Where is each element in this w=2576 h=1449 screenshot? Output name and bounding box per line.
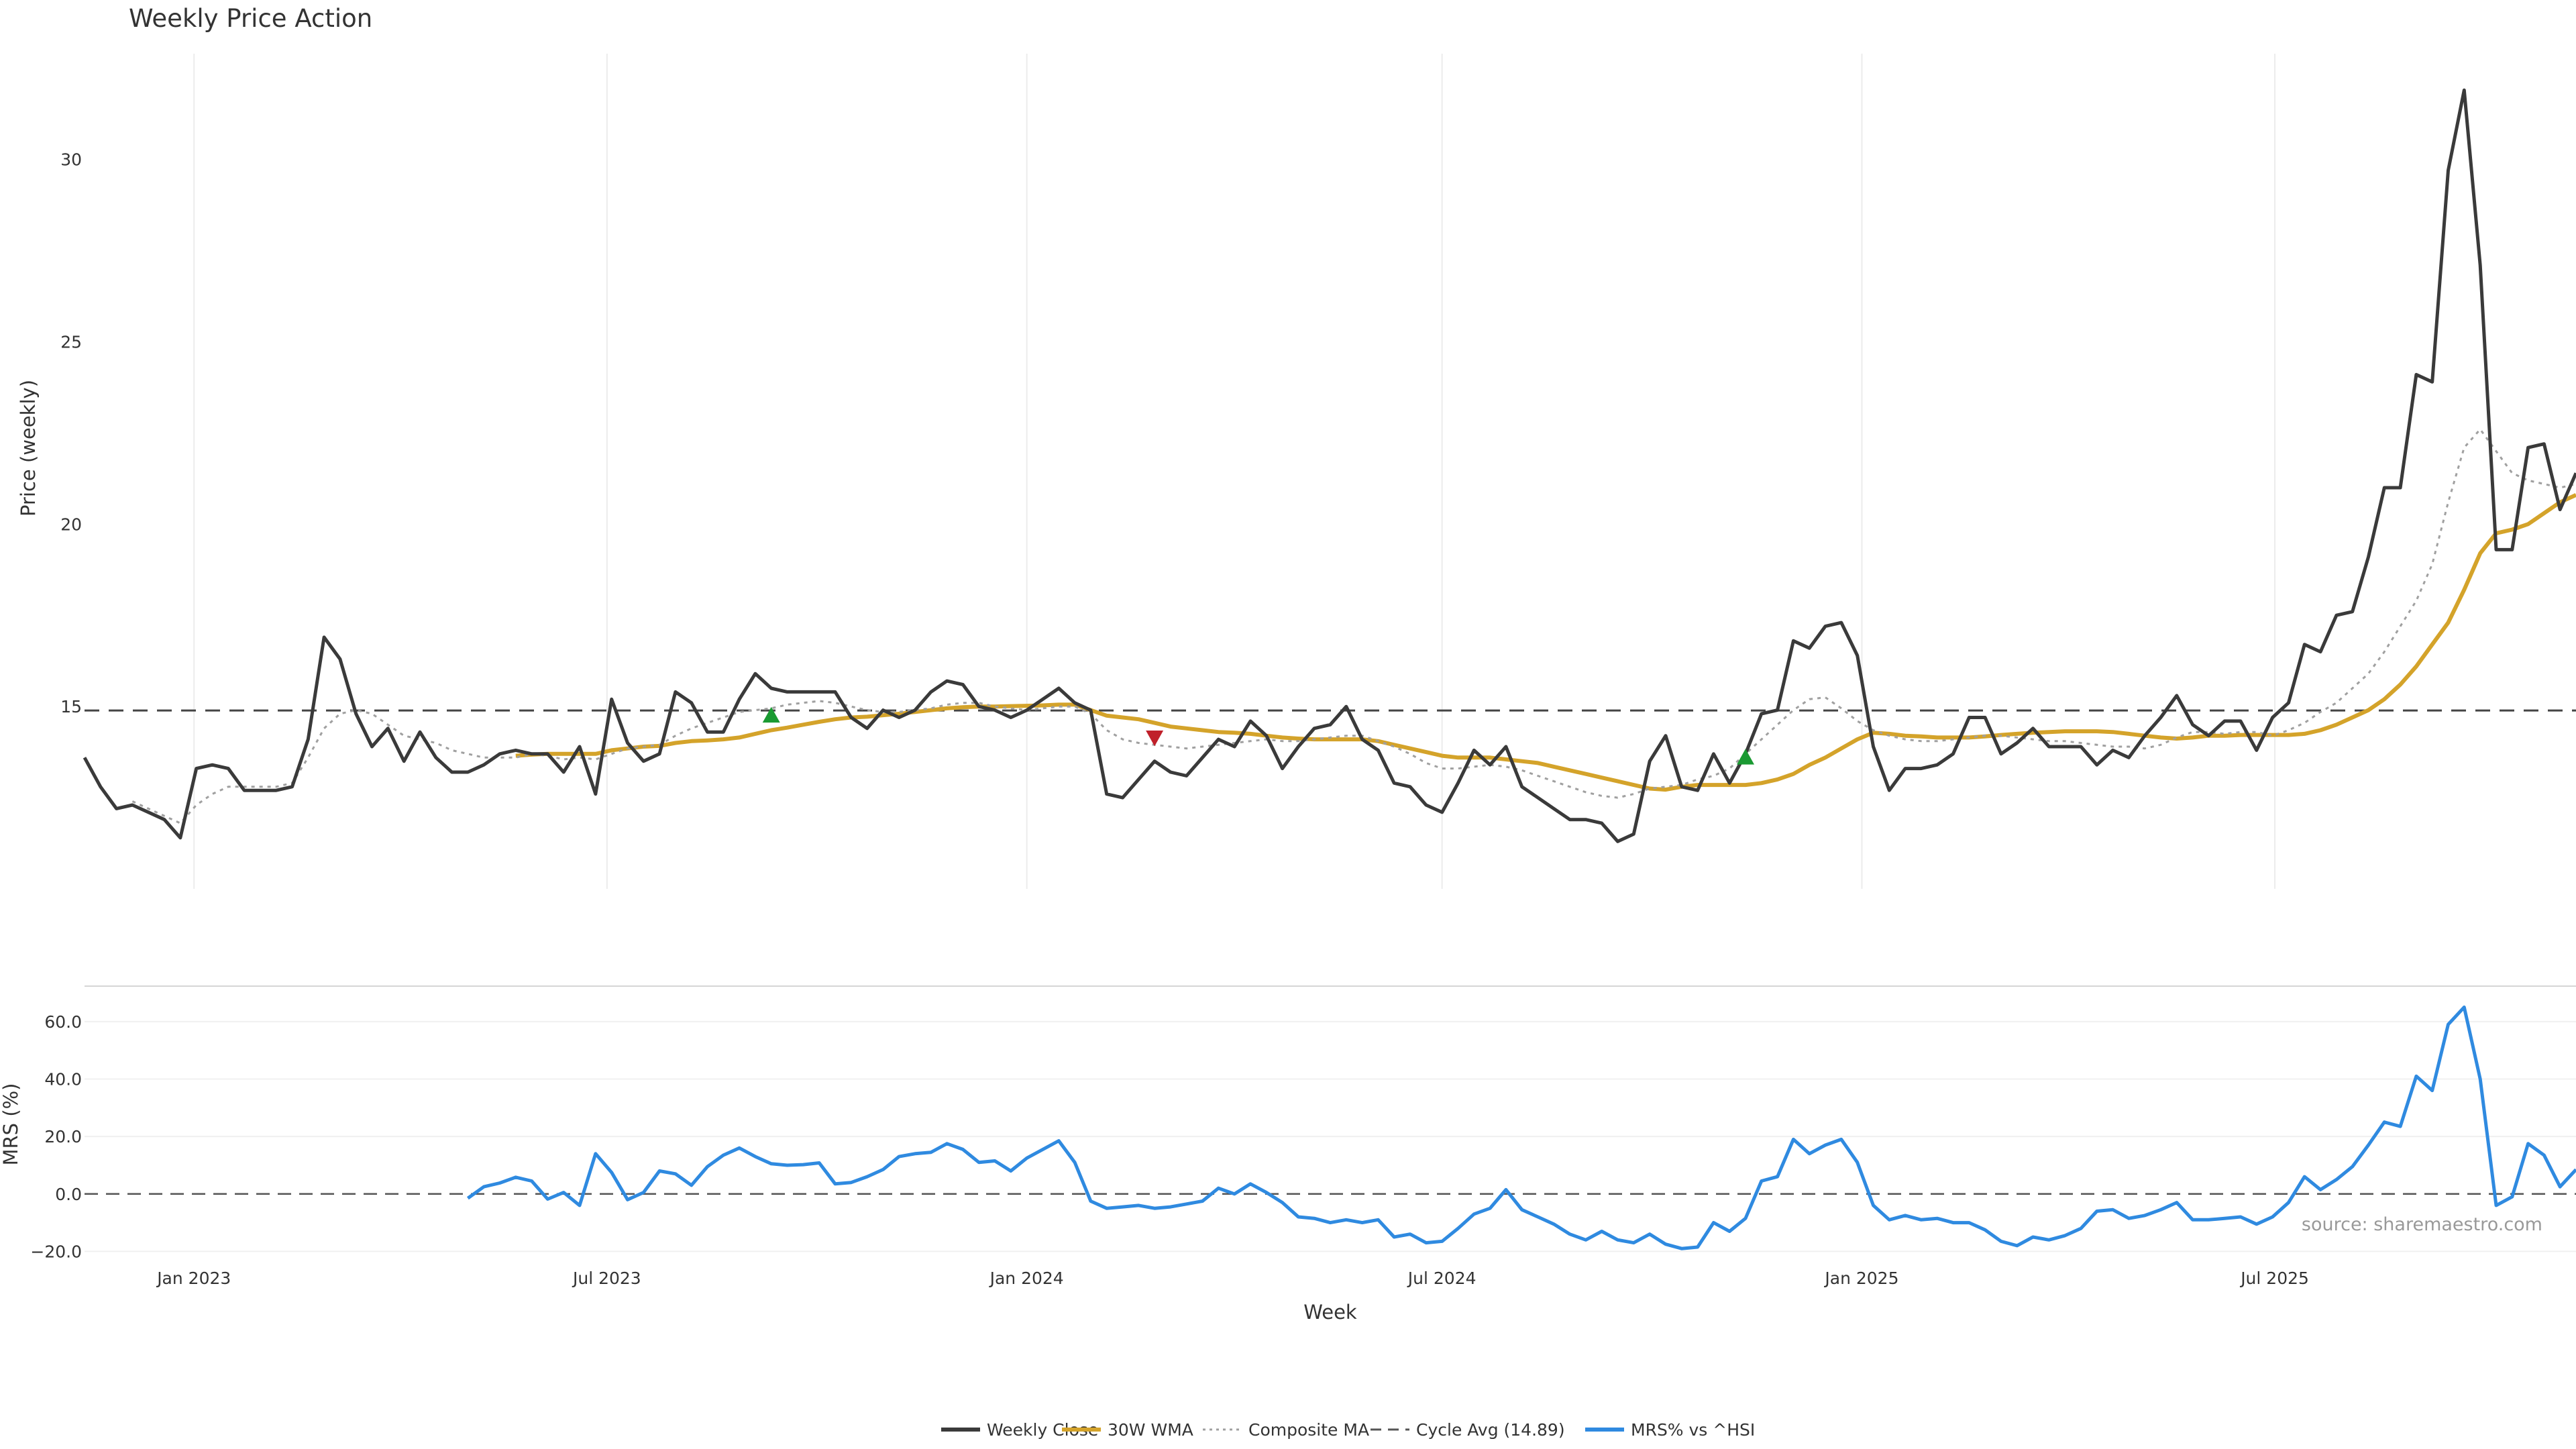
legend: Weekly Close 30W WMA Composite MA Cycle Avg… (941, 1420, 1755, 1440)
price-y-tick-label: 20 (60, 515, 82, 534)
x-tick-label: Jul 2024 (1407, 1269, 1477, 1288)
legend-item-mrs-vs-hsi: MRS% vs ^HSI (1585, 1420, 1755, 1440)
mrs-line (466, 1005, 2576, 1250)
legend-label: MRS% vs ^HSI (1631, 1420, 1755, 1440)
sell-signal-marker (1146, 730, 1164, 747)
buy-signal-marker (1737, 749, 1754, 765)
buy-signal-marker (762, 706, 780, 723)
price-grid (85, 54, 2576, 889)
price-y-tick-label: 25 (60, 332, 82, 352)
x-tick-label: Jul 2023 (572, 1269, 641, 1288)
price-y-tick-label: 30 (60, 150, 82, 170)
price-series (83, 88, 2576, 843)
mrs-y-axis-label: MRS (%) (0, 1083, 22, 1166)
x-axis-ticks: Jan 2023 Jul 2023 Jan 2024 Jul 2024 Jan 2025… (156, 1269, 2309, 1288)
mrs-y-tick-label: −20.0 (30, 1242, 82, 1261)
mrs-grid (85, 1020, 2576, 1252)
price-y-ticks: 15 20 25 30 (60, 150, 82, 717)
x-tick-label: Jul 2025 (2239, 1269, 2309, 1288)
x-tick-label: Jan 2024 (989, 1269, 1064, 1288)
price-panel: 15 20 25 30 Price (weekly) (17, 54, 2576, 889)
price-y-tick-label: 15 (60, 697, 82, 716)
legend-item-30w-wma: 30W WMA (1062, 1420, 1193, 1440)
price-y-axis-label: Price (weekly) (17, 380, 40, 517)
legend-item-composite-ma: Composite MA (1203, 1420, 1369, 1440)
mrs-series (466, 1005, 2576, 1250)
composite-ma-line (131, 428, 2576, 824)
mrs-y-ticks: 60.0 40.0 20.0 0.0 −20.0 (30, 1012, 82, 1262)
legend-label: Composite MA (1248, 1420, 1369, 1440)
source-note: source: sharemaestro.com (2302, 1214, 2542, 1235)
weekly-close-line (83, 88, 2576, 843)
mrs-y-tick-label: 40.0 (44, 1069, 82, 1089)
price-markers (762, 706, 1754, 765)
x-tick-label: Jan 2023 (156, 1269, 231, 1288)
mrs-y-tick-label: 0.0 (55, 1185, 82, 1204)
legend-item-cycle-avg-14-89: Cycle Avg (14.89) (1371, 1420, 1565, 1440)
mrs-panel: 60.0 40.0 20.0 0.0 −20.0 MRS (%) source: sha… (0, 1005, 2576, 1262)
x-axis-label: Week (1303, 1301, 1357, 1324)
mrs-y-tick-label: 60.0 (44, 1012, 82, 1032)
x-tick-label: Jan 2025 (1823, 1269, 1898, 1288)
legend-label: Cycle Avg (14.89) (1416, 1420, 1565, 1440)
mrs-y-tick-label: 20.0 (44, 1127, 82, 1146)
chart-title: Weekly Price Action (129, 4, 372, 33)
legend-label: 30W WMA (1108, 1420, 1193, 1440)
30w-wma-line (515, 493, 2576, 792)
